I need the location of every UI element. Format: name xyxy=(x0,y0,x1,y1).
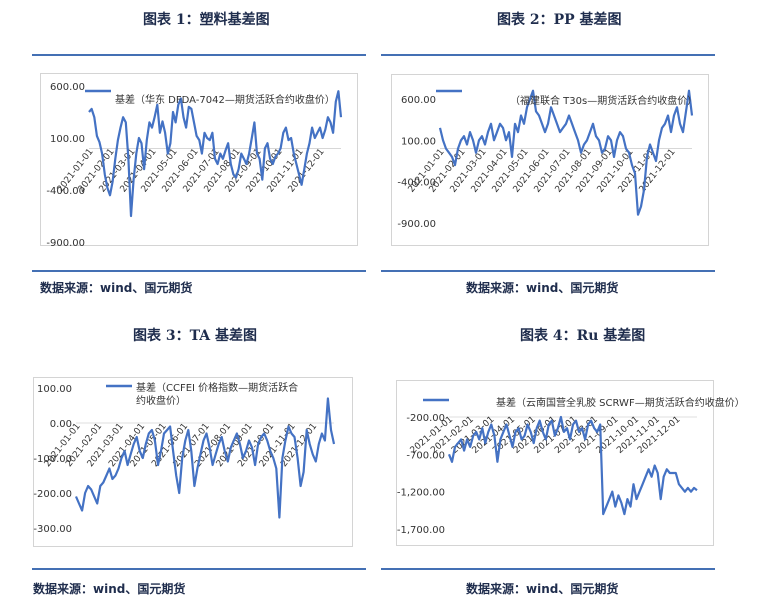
source-note-4: 数据来源：wind、国元期货 xyxy=(466,582,619,596)
chart-svg-4: -200.00-700.00-1,200.00-1,700.002021-01-… xyxy=(397,396,745,536)
chart-frame-1: 600.00 100.00 -400.00 -900.00 2021-01-01 2021… xyxy=(40,73,358,249)
y-tick-label: -900.00 xyxy=(46,238,85,249)
y-tick-label: -400.00 xyxy=(46,186,85,197)
chart-title-4: 图表 4：Ru 基差图 xyxy=(520,328,646,344)
source-note-1: 数据来源：wind、国元期货 xyxy=(40,281,193,295)
y-tick-label: -300.00 xyxy=(33,524,72,535)
chart-svg-1: 600.00100.00-400.00-900.002021-01-012021… xyxy=(46,82,343,249)
chart-svg-3: 100.000.00-100.00-200.00-300.002021-01-0… xyxy=(33,381,336,535)
source-rule-4 xyxy=(381,568,715,570)
y-tick-label: -1,200.00 xyxy=(397,488,445,499)
series-line xyxy=(447,415,698,516)
y-tick-label: 100.00 xyxy=(37,384,72,395)
y-tick-label: -400.00 xyxy=(397,178,436,189)
legend-label: 约收盘价） xyxy=(136,394,186,407)
chart-frame-4: -200.00 -700.00 -1,200.00 -1,700.00 2021-01-… xyxy=(396,380,745,546)
source-note-3: 数据来源：wind、国元期货 xyxy=(33,582,186,596)
y-tick-label: -100.00 xyxy=(33,454,72,465)
y-tick-label: 0.00 xyxy=(50,419,72,430)
series-line xyxy=(438,89,694,216)
chart-title-3: 图表 3：TA 基差图 xyxy=(133,328,258,344)
y-tick-label: 600.00 xyxy=(50,82,85,93)
series-line xyxy=(88,90,343,218)
legend-label: 基差（云南国营全乳胶 SCRWF—期货活跃合约收盘价） xyxy=(496,396,745,409)
y-tick-label: 100.00 xyxy=(401,136,436,147)
source-rule-1 xyxy=(32,270,366,272)
y-tick-label: -900.00 xyxy=(397,219,436,230)
source-note-2: 数据来源：wind、国元期货 xyxy=(466,281,619,295)
chart-svg-2: 600.00100.00-400.00-900.002021-01-012021… xyxy=(397,89,697,230)
legend-label: 基差（华东 DFDA-7042—期货活跃合约收盘价） xyxy=(115,93,335,106)
y-tick-label: -700.00 xyxy=(406,450,445,461)
y-tick-label: 100.00 xyxy=(50,134,85,145)
y-tick-label: -200.00 xyxy=(406,413,445,424)
source-rule-2 xyxy=(381,270,715,272)
legend-label: （福建联合 T30s—期货活跃合约收盘价） xyxy=(510,94,697,107)
chart-frame-3: 100.00 0.00 -100.00 -200.00 -300.00 2021-01-0… xyxy=(33,377,353,547)
y-tick-label: -1,700.00 xyxy=(397,525,445,536)
y-tick-label: -200.00 xyxy=(33,489,72,500)
y-tick-label: 600.00 xyxy=(401,95,436,106)
chart-frame-2: 600.00 100.00 -400.00 -900.00 2021-01-01 2021… xyxy=(391,74,709,246)
source-rule-3 xyxy=(32,568,366,570)
chart-title-1: 图表 1：塑料基差图 xyxy=(143,12,270,28)
series-line xyxy=(74,397,336,519)
title-rule-2 xyxy=(381,54,715,56)
chart-title-2: 图表 2：PP 基差图 xyxy=(497,12,622,28)
legend-label: 基差（CCFEI 价格指数—期货活跃合 xyxy=(136,381,298,394)
title-rule-1 xyxy=(32,54,366,56)
